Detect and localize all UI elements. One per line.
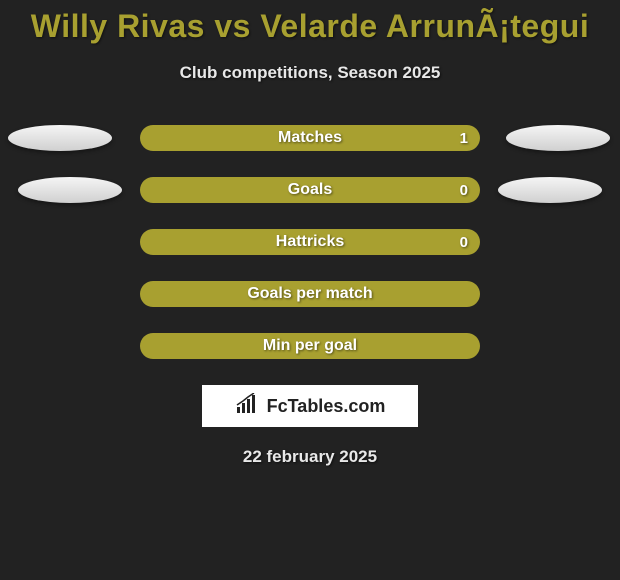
stat-label: Min per goal [263,337,357,355]
stat-label: Hattricks [276,233,344,251]
date-text: 22 february 2025 [0,447,620,467]
logo-text: FcTables.com [267,396,386,417]
right-ellipse [498,177,602,203]
chart-icon [235,393,261,420]
subtitle: Club competitions, Season 2025 [0,63,620,83]
left-ellipse [8,125,112,151]
stat-value: 0 [460,182,468,199]
stat-label: Matches [278,129,342,147]
stat-row-gpm: Goals per match [0,281,620,307]
page-title: Willy Rivas vs Velarde ArrunÃ¡tegui [0,8,620,45]
stat-bar: Goals per match [140,281,480,307]
stat-bar: Goals 0 [140,177,480,203]
main-container: Willy Rivas vs Velarde ArrunÃ¡tegui Club… [0,0,620,467]
stat-row-goals: Goals 0 [0,177,620,203]
stat-bar: Min per goal [140,333,480,359]
stat-bar: Hattricks 0 [140,229,480,255]
stat-value: 0 [460,234,468,251]
right-ellipse [506,125,610,151]
stat-value: 1 [460,130,468,147]
stat-row-mpg: Min per goal [0,333,620,359]
stat-row-matches: Matches 1 [0,125,620,151]
stats-area: Matches 1 Goals 0 Hattricks 0 Goals per … [0,125,620,359]
stat-row-hattricks: Hattricks 0 [0,229,620,255]
stat-bar: Matches 1 [140,125,480,151]
logo-box: FcTables.com [202,385,418,427]
stat-label: Goals [288,181,332,199]
stat-label: Goals per match [247,285,372,303]
left-ellipse [18,177,122,203]
